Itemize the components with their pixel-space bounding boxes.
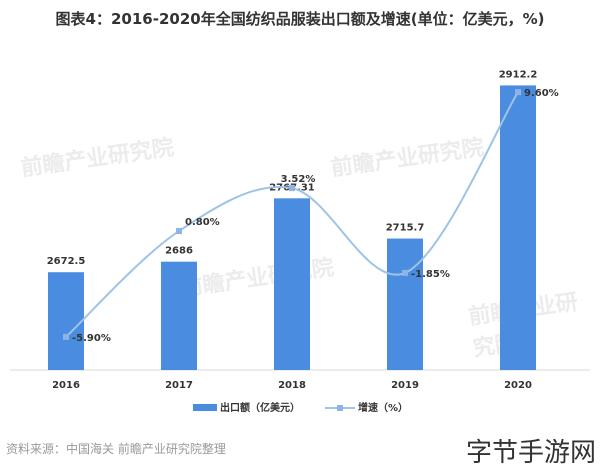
bar-label-2016: 2672.5	[47, 256, 86, 267]
x-tick-2020: 2020	[504, 380, 532, 391]
legend-line-marker	[337, 405, 343, 411]
site-watermark: 字节手游网	[465, 438, 596, 468]
bar-2019	[387, 238, 423, 370]
growth-label-2020: 9.60%	[524, 88, 559, 99]
x-tick-2019: 2019	[391, 380, 419, 391]
bar-2018	[274, 198, 310, 370]
x-tick-2017: 2017	[165, 380, 193, 391]
bar-2016	[48, 272, 84, 370]
growth-point-2019	[402, 269, 408, 276]
growth-label-2016: -5.90%	[72, 333, 111, 344]
bar-2017	[161, 261, 197, 370]
x-tick-2018: 2018	[278, 380, 306, 391]
growth-label-2017: 0.80%	[185, 217, 220, 228]
legend-bar-swatch	[193, 404, 217, 411]
growth-point-2017	[176, 228, 182, 235]
growth-point-2018	[289, 185, 295, 192]
chart-title: 图表4：2016-2020年全国纺织品服装出口额及增速(单位：亿美元，%)	[55, 10, 545, 28]
x-tick-2016: 2016	[52, 380, 80, 391]
growth-label-2018: 3.52%	[281, 174, 316, 185]
growth-label-2019: -1.85%	[411, 269, 450, 280]
bar-label-2020: 2912.2	[499, 69, 538, 80]
bar-2020	[500, 85, 536, 370]
growth-point-2020	[515, 89, 521, 96]
legend-line-label: 增速（%）	[358, 401, 408, 414]
bar-label-2019: 2715.7	[386, 223, 425, 234]
bar-label-2017: 2686	[165, 246, 193, 257]
source-note: 资料来源：中国海关 前瞻产业研究院整理	[6, 442, 226, 456]
legend-bar-label: 出口额（亿美元）	[220, 401, 300, 414]
growth-point-2016	[63, 333, 69, 340]
growth-line	[65, 91, 519, 338]
